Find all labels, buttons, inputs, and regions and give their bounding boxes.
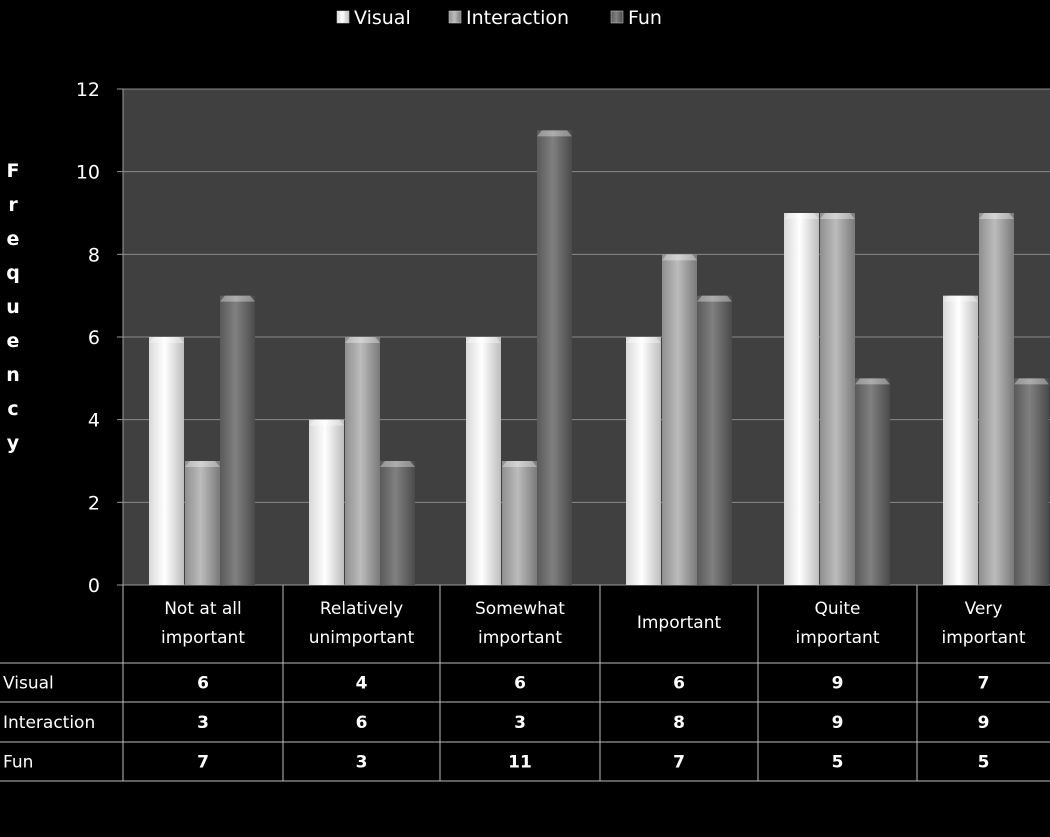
bar-interaction	[979, 213, 1014, 585]
y-axis-label-letter: e	[7, 330, 20, 352]
bar-cap	[820, 213, 855, 219]
category-label: important	[942, 628, 1026, 648]
legend-swatch	[448, 10, 462, 24]
category-label: Somewhat	[475, 599, 565, 619]
bar-visual	[309, 419, 344, 585]
bar-interaction	[662, 254, 697, 586]
data-table-value: 7	[197, 753, 209, 773]
data-table-value: 3	[356, 753, 368, 773]
y-tick-label: 0	[88, 575, 100, 597]
data-table-value: 9	[832, 713, 844, 733]
data-table-value: 6	[673, 674, 685, 694]
bar-fun	[380, 461, 415, 585]
bar-fun	[220, 295, 255, 585]
bar-cap	[309, 419, 344, 426]
category-label: important	[161, 628, 245, 648]
bar-visual	[626, 337, 661, 585]
y-axis-label-letter: n	[6, 364, 20, 386]
bar-fun	[537, 130, 572, 586]
legend-swatch	[610, 10, 624, 24]
legend-label: Fun	[628, 7, 662, 29]
bar-visual	[149, 337, 184, 585]
bar-visual	[466, 337, 501, 585]
bar-fun	[855, 378, 890, 585]
bar-cap	[662, 254, 697, 261]
bar-visual	[943, 295, 978, 585]
bar-cap	[784, 213, 819, 219]
bar-cap	[697, 295, 732, 302]
bar-cap	[943, 295, 978, 302]
y-tick-label: 2	[88, 492, 100, 514]
category-label: Not at all	[164, 599, 242, 619]
data-table-value: 6	[356, 713, 368, 733]
legend-label: Visual	[354, 7, 411, 29]
bar-interaction	[820, 213, 855, 585]
y-tick-label: 4	[88, 410, 100, 432]
bar-cap	[466, 337, 501, 343]
y-tick-label: 6	[88, 327, 100, 349]
data-table-value: 4	[356, 674, 368, 694]
table-row-label: Visual	[3, 674, 54, 694]
y-axis-label-letter: y	[7, 432, 20, 454]
category-label: important	[478, 628, 562, 648]
y-axis-label-letter: e	[7, 228, 20, 250]
y-axis-label-letter: r	[8, 194, 18, 216]
table-row-label: Fun	[3, 753, 33, 773]
data-table-value: 5	[832, 753, 844, 773]
category-label: Important	[637, 613, 722, 633]
data-table-value: 6	[197, 674, 209, 694]
category-label: Relatively	[320, 599, 403, 619]
bar-cap	[979, 213, 1014, 219]
y-axis-label-letter: q	[6, 262, 20, 284]
data-table-value: 9	[978, 713, 990, 733]
data-table-value: 6	[514, 674, 526, 694]
y-tick-label: 10	[76, 162, 100, 184]
category-label: important	[796, 628, 880, 648]
bar-interaction	[345, 337, 380, 585]
category-label: unimportant	[309, 628, 415, 648]
bar-interaction	[185, 461, 220, 585]
data-table-value: 8	[673, 713, 685, 733]
table-row-label: Interaction	[3, 713, 95, 733]
bar-cap	[380, 461, 415, 467]
bar-cap	[149, 337, 184, 343]
y-tick-label: 8	[88, 244, 100, 266]
bar-cap	[537, 130, 572, 137]
y-axis-label-letter: c	[7, 398, 18, 420]
category-label: Very	[965, 599, 1003, 619]
data-table-value: 3	[197, 713, 209, 733]
y-axis-label-letter: u	[6, 296, 20, 318]
bar-fun	[1014, 378, 1049, 585]
bar-interaction	[502, 461, 537, 585]
data-table-value: 3	[514, 713, 526, 733]
data-table-value: 7	[978, 674, 990, 694]
y-axis-label-letter: F	[7, 160, 20, 182]
bar-cap	[626, 337, 661, 343]
bar-cap	[220, 295, 255, 302]
data-table-value: 5	[978, 753, 990, 773]
data-table-value: 11	[508, 753, 532, 773]
bar-cap	[1014, 378, 1049, 385]
bar-visual	[784, 213, 819, 585]
y-tick-label: 12	[76, 79, 100, 101]
category-label: Quite	[814, 599, 860, 619]
bar-cap	[855, 378, 890, 385]
bar-cap	[502, 461, 537, 467]
legend-label: Interaction	[466, 7, 569, 29]
bar-fun	[697, 295, 732, 585]
data-table-value: 9	[832, 674, 844, 694]
bar-cap	[345, 337, 380, 343]
bar-cap	[185, 461, 220, 467]
data-table-value: 7	[673, 753, 685, 773]
legend-swatch	[336, 10, 350, 24]
